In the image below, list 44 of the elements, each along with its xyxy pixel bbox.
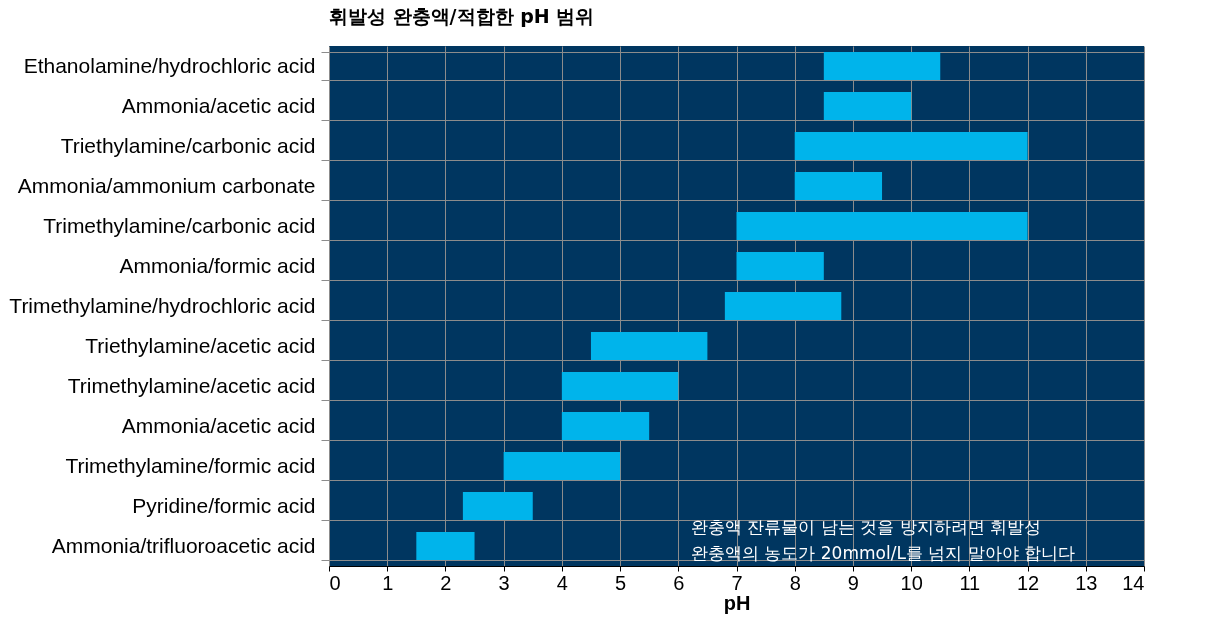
y-tick-label: Pyridine/formic acid (132, 493, 316, 517)
bar (561, 412, 650, 440)
y-tick-label: Ammonia/formic acid (119, 253, 316, 277)
bar (794, 172, 883, 200)
x-tick-label: 8 (789, 571, 801, 594)
bar (561, 372, 679, 400)
y-tick-label: Trimethylamine/hydrochloric acid (9, 293, 316, 317)
y-tick-label: Triethylamine/acetic acid (85, 333, 316, 357)
x-tick-label: 5 (615, 571, 627, 594)
bar (823, 92, 912, 120)
y-tick-label: Ammonia/acetic acid (121, 413, 316, 437)
x-tick-label: 14 (1122, 571, 1145, 594)
y-tick-label: Ethanolamine/hydrochloric acid (23, 53, 316, 77)
bar (794, 132, 1028, 160)
y-tick-label: Ammonia/ammonium carbonate (17, 173, 316, 197)
bar (736, 212, 1028, 240)
bar (724, 292, 842, 320)
bar (416, 532, 475, 560)
x-tick-label: 10 (900, 571, 923, 594)
x-axis-title: pH (723, 591, 751, 614)
x-tick-label: 3 (498, 571, 510, 594)
x-tick-label: 6 (673, 571, 685, 594)
y-tick-label: Trimethylamine/formic acid (65, 453, 316, 477)
bar (590, 332, 708, 360)
y-tick-label: Triethylamine/carbonic acid (60, 133, 316, 157)
bar (462, 492, 533, 520)
bar (736, 252, 824, 280)
chart-title: 휘발성 완충액/적합한 pH 범위 (329, 5, 595, 27)
x-tick-label: 1 (382, 571, 394, 594)
y-tick-label: Ammonia/acetic acid (121, 93, 316, 117)
bar (823, 52, 941, 80)
x-tick-label: 13 (1075, 571, 1098, 594)
y-tick-label: Trimethylamine/carbonic acid (43, 213, 316, 237)
x-tick-label: 7 (731, 571, 743, 594)
bar (503, 452, 621, 480)
x-tick-label: 9 (847, 571, 859, 594)
x-tick-label: 12 (1016, 571, 1040, 594)
x-tick-label: 4 (556, 571, 568, 594)
x-tick-label: 2 (440, 571, 452, 594)
y-tick-label: Trimethylamine/acetic acid (67, 373, 316, 397)
x-tick-label: 11 (959, 571, 981, 594)
y-tick-label: Ammonia/trifluoroacetic acid (51, 533, 316, 557)
annotation: 완충액 잔류물이 남는 것을 방지하려면 휘발성 완충액의 농도가 20mmol/L를 넘지 말아야 합니다 (691, 517, 1076, 563)
x-tick-label: 0 (329, 571, 341, 594)
